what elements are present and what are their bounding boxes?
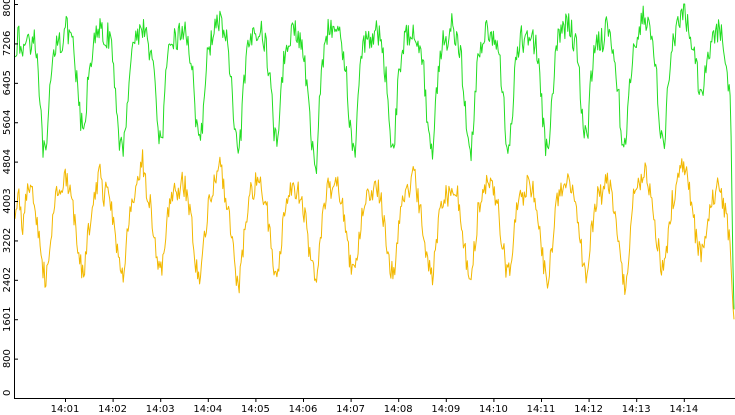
x-tick-label: 14:14 [669, 404, 698, 415]
series-green-line [14, 3, 735, 310]
y-tick-label: 2402 [2, 267, 13, 292]
x-tick-label: 14:05 [241, 404, 270, 415]
x-tick-label: 14:12 [574, 404, 603, 415]
x-tick-label: 14:06 [289, 404, 318, 415]
x-tick-label: 14:09 [431, 404, 460, 415]
x-tick-label: 14:13 [622, 404, 651, 415]
y-tick-label: 4804 [2, 149, 13, 174]
x-tick-label: 14:11 [527, 404, 556, 415]
y-tick-label: 6405 [2, 70, 13, 95]
x-axis-ticks: 14:01 14:02 14:03 14:04 14:05 14:06 14:07 14:08… [51, 398, 698, 415]
y-axis-ticks: 0 800 1601 2402 3202 4003 4804 5604 6405 7206 8007 [2, 0, 18, 399]
y-tick-label: 5604 [2, 110, 13, 135]
axes-layer [14, 0, 735, 399]
x-tick-label: 14:02 [98, 404, 127, 415]
x-tick-label: 14:04 [193, 404, 222, 415]
y-tick-label: 3202 [2, 228, 13, 253]
y-tick-label: 4003 [2, 188, 13, 213]
y-tick-label: 1601 [2, 306, 13, 331]
x-tick-label: 14:07 [336, 404, 365, 415]
y-tick-label: 0 [2, 390, 13, 396]
x-tick-label: 14:01 [51, 404, 80, 415]
y-tick-label: 7206 [2, 31, 13, 56]
series-yellow-line [14, 149, 735, 320]
series-layer [14, 3, 735, 320]
y-tick-label: 800 [2, 349, 13, 368]
x-tick-label: 14:03 [146, 404, 175, 415]
y-tick-label: 8007 [2, 0, 13, 17]
x-tick-label: 14:08 [384, 404, 413, 415]
x-tick-label: 14:10 [479, 404, 508, 415]
